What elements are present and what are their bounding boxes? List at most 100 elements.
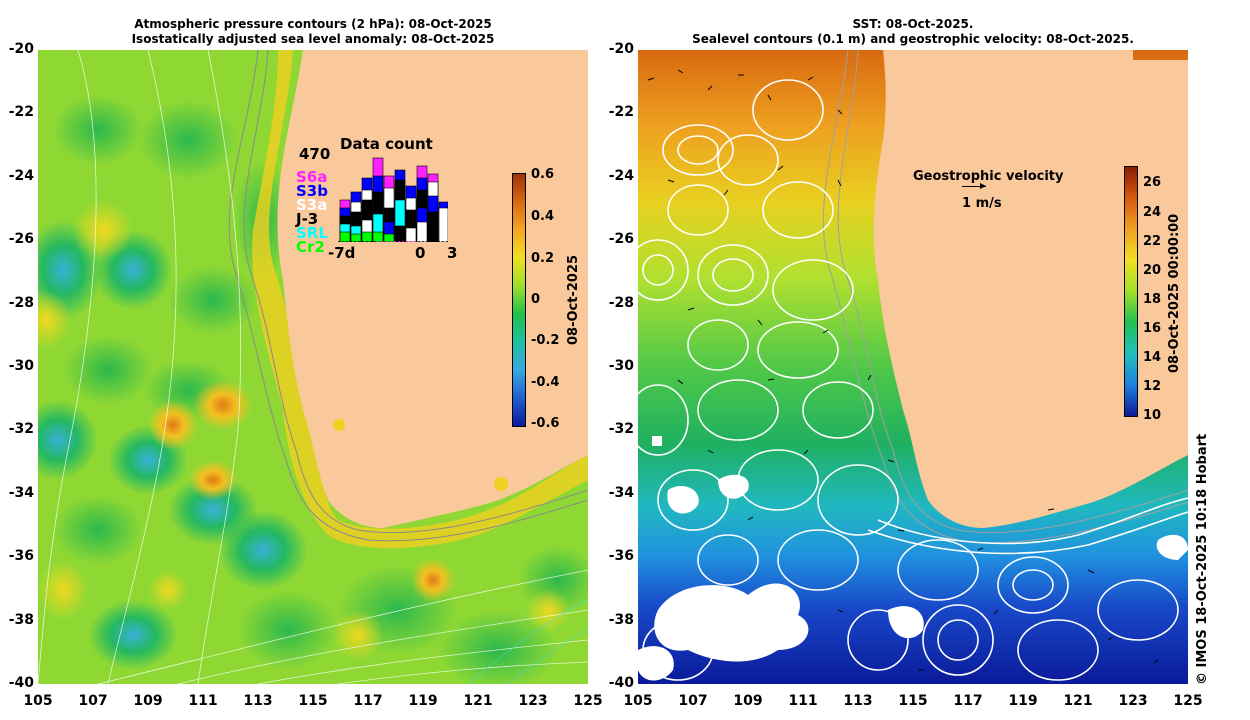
left-x-tick: 115	[298, 693, 328, 709]
left-x-tick: 125	[573, 693, 603, 709]
right-x-tick: 123	[1118, 693, 1148, 709]
sat-label-s3b: S3b	[296, 182, 328, 200]
right-y-tick: -24	[608, 167, 634, 184]
sst-svg	[638, 50, 1188, 684]
left-y-tick: -38	[8, 611, 34, 628]
left-y-tick: -22	[8, 104, 34, 121]
right-y-tick: -30	[608, 358, 634, 374]
velocity-legend-arrow	[962, 186, 986, 187]
sla-cb-tick: -0.2	[531, 333, 560, 348]
left-y-tick: -32	[8, 421, 34, 438]
sst-cb-tick: 24	[1143, 205, 1162, 220]
left-y-tick: -24	[8, 167, 34, 184]
sla-colorbar-date: 08-Oct-2025	[566, 254, 581, 345]
sea-level-anomaly-svg	[38, 50, 588, 684]
sla-cb-tick: 0.4	[531, 209, 555, 224]
sst-cb-tick: 16	[1143, 321, 1162, 336]
sea-level-anomaly-map	[38, 50, 588, 684]
data-count-x-zero: 0	[415, 244, 426, 262]
right-x-tick: 113	[843, 693, 873, 709]
data-count-max: 470	[299, 145, 331, 163]
right-x-tick: 115	[898, 693, 928, 709]
velocity-arrows	[647, 69, 1159, 671]
cloud-mask	[638, 436, 1188, 681]
sst-cb-tick: 22	[1143, 234, 1162, 249]
australia-land	[873, 50, 1188, 528]
left-y-tick: -40	[8, 675, 34, 691]
sst-cb-tick: 20	[1143, 263, 1162, 278]
velocity-legend-scale: 1 m/s	[962, 196, 1002, 211]
sst-cb-tick: 26	[1143, 175, 1162, 190]
sst-cb-tick: 14	[1143, 350, 1162, 365]
sat-label-cr2: Cr2	[296, 238, 325, 256]
left-y-tick: -30	[8, 358, 34, 374]
sst-cb-tick: 10	[1143, 408, 1162, 423]
sat-label-j3: J-3	[296, 210, 319, 228]
left-y-tick: -26	[8, 231, 34, 248]
sea-level-contours	[638, 79, 1188, 681]
right-y-tick: -40	[608, 675, 634, 691]
left-x-tick: 113	[243, 693, 273, 709]
imos-credit: © IMOS 18-Oct-2025 10:18 Hobart	[1195, 433, 1210, 685]
australia-land	[277, 50, 588, 528]
right-x-tick: 125	[1173, 693, 1203, 709]
left-y-tick: -34	[8, 484, 34, 501]
island	[494, 477, 508, 491]
pressure-contours	[38, 50, 588, 684]
right-y-tick: -38	[608, 611, 634, 628]
right-y-tick: -28	[608, 294, 634, 311]
sst-map	[638, 50, 1188, 684]
left-x-tick: 109	[133, 693, 163, 709]
right-title: SST: 08-Oct-2025. Sealevel contours (0.1…	[638, 17, 1188, 47]
left-y-tick: -20	[8, 41, 34, 57]
left-x-tick: 121	[463, 693, 493, 709]
right-x-tick: 107	[678, 693, 708, 709]
right-y-tick: -34	[608, 484, 634, 501]
left-x-tick: 107	[78, 693, 108, 709]
right-y-tick: -36	[608, 548, 634, 565]
bathymetry-contours	[822, 50, 1188, 544]
velocity-legend-arrowhead	[980, 183, 986, 189]
sat-label-s6a: S6a	[296, 168, 328, 186]
right-x-tick: 109	[733, 693, 763, 709]
sst-colorbar	[1124, 166, 1138, 417]
sat-label-s3a: S3a	[296, 196, 328, 214]
data-count-x-end: 3	[447, 244, 458, 262]
coastal-band	[252, 50, 588, 549]
sla-cb-tick: -0.4	[531, 375, 560, 390]
left-x-tick: 111	[188, 693, 218, 709]
sla-cb-tick: 0	[531, 292, 541, 307]
data-count-bars	[338, 157, 448, 242]
right-x-tick: 105	[623, 693, 653, 709]
sla-cb-tick: -0.6	[531, 416, 560, 431]
left-x-tick: 119	[408, 693, 438, 709]
right-y-tick: -26	[608, 231, 634, 248]
sst-cb-tick: 12	[1143, 379, 1162, 394]
right-title-line1: SST: 08-Oct-2025.	[852, 17, 974, 31]
data-count-inset: 470 Data count S6a S3b S3a J-3 SRL Cr2 -…	[296, 134, 466, 269]
data-count-title: Data count	[340, 135, 433, 153]
cyan-contours	[467, 599, 588, 684]
sla-cb-tick: 0.2	[531, 251, 555, 266]
right-title-line2: Sealevel contours (0.1 m) and geostrophi…	[692, 32, 1134, 46]
sla-colorbar	[512, 173, 526, 427]
right-x-tick: 119	[1008, 693, 1038, 709]
right-y-tick: -20	[608, 41, 634, 57]
sat-label-srl: SRL	[296, 224, 328, 242]
data-count-x-start: -7d	[328, 244, 356, 262]
right-y-tick: -22	[608, 104, 634, 121]
velocity-legend-label: Geostrophic velocity	[913, 169, 1064, 184]
right-x-tick: 111	[788, 693, 818, 709]
positive-anomaly-blobs	[38, 200, 570, 660]
sst-cb-tick: 18	[1143, 292, 1162, 307]
left-x-tick: 105	[23, 693, 53, 709]
right-x-tick: 117	[953, 693, 983, 709]
left-title: Atmospheric pressure contours (2 hPa): 0…	[38, 17, 588, 47]
left-title-line1: Atmospheric pressure contours (2 hPa): 0…	[134, 17, 492, 31]
sla-cb-tick: 0.6	[531, 167, 555, 182]
left-y-tick: -28	[8, 294, 34, 311]
bathymetry-contours	[228, 50, 588, 542]
island	[333, 419, 345, 431]
left-x-tick: 123	[518, 693, 548, 709]
left-x-tick: 117	[353, 693, 383, 709]
